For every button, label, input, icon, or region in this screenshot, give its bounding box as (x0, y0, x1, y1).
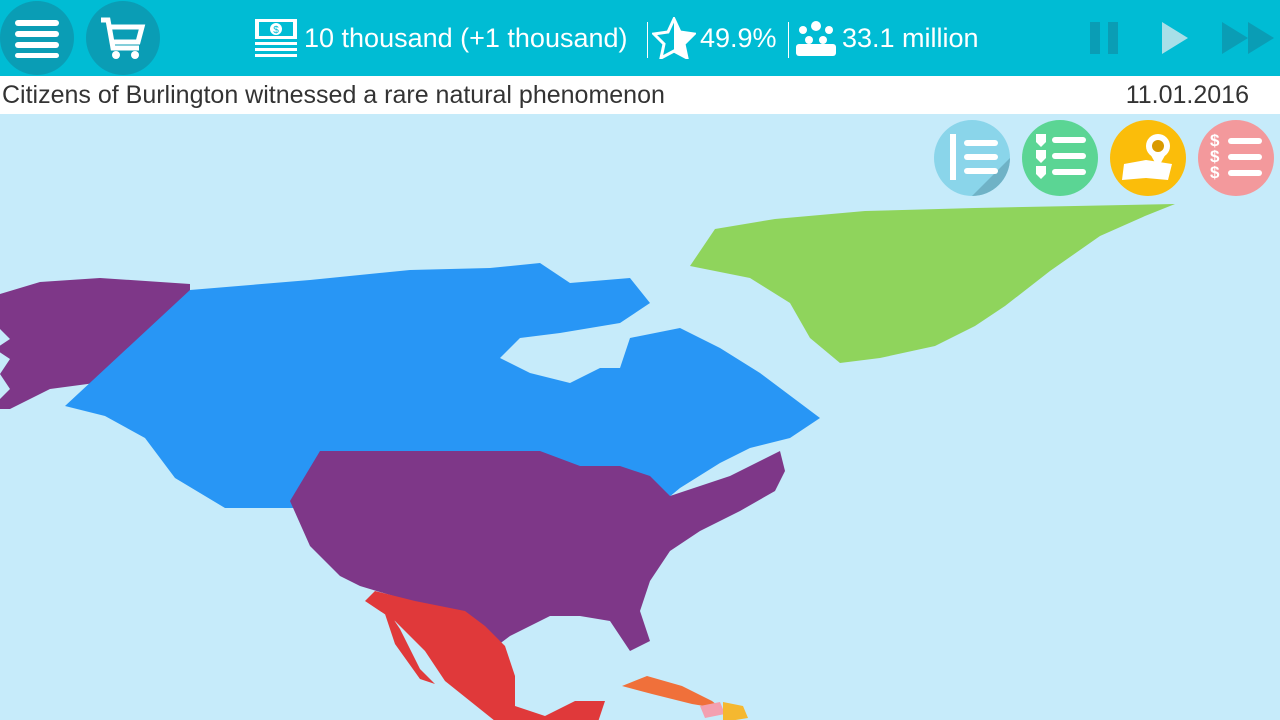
star-icon (652, 17, 696, 59)
rating-stat: 49.9% (652, 0, 777, 76)
menu-icon (15, 20, 59, 58)
divider (788, 22, 789, 58)
flags-list-icon (950, 134, 1010, 196)
shop-button[interactable] (86, 1, 160, 75)
finance-list-button[interactable]: $ $ $ (1198, 120, 1274, 196)
shields-list-button[interactable] (1022, 120, 1098, 196)
dominican-republic[interactable] (723, 702, 748, 720)
shields-list-icon (1036, 134, 1086, 179)
haiti[interactable] (700, 702, 725, 718)
mexico[interactable] (365, 591, 605, 720)
divider (647, 22, 648, 58)
dollar-list-icon: $$$ (1210, 131, 1262, 182)
map-button[interactable] (1110, 120, 1186, 196)
people-icon (796, 21, 836, 56)
top-bar: $ 10 thousand (+1 thousand) 49.9% 33.1 m… (0, 0, 1280, 76)
world-map[interactable] (0, 114, 1280, 720)
pause-icon[interactable] (1090, 20, 1120, 56)
money-value: 10 thousand (+1 thousand) (304, 22, 628, 53)
usa[interactable] (290, 451, 785, 651)
population-value: 33.1 million (842, 22, 979, 53)
map-pin-icon (1122, 134, 1172, 180)
population-stat: 33.1 million (794, 0, 979, 76)
play-icon[interactable] (1160, 20, 1190, 56)
svg-text:$: $ (1210, 163, 1220, 182)
money-icon: $ (255, 19, 297, 57)
flags-list-button[interactable] (934, 120, 1010, 196)
news-ticker[interactable]: Citizens of Burlington witnessed a rare … (0, 76, 1280, 114)
cuba[interactable] (622, 676, 722, 709)
greenland[interactable] (690, 204, 1175, 363)
svg-text:$: $ (273, 25, 279, 36)
news-headline: Citizens of Burlington witnessed a rare … (2, 81, 665, 109)
rating-value: 49.9% (700, 22, 777, 53)
svg-text:$: $ (1210, 131, 1220, 150)
svg-text:$: $ (1210, 147, 1220, 166)
money-stat: $ 10 thousand (+1 thousand) (254, 0, 628, 76)
fast-forward-icon[interactable] (1222, 20, 1276, 56)
menu-button[interactable] (0, 1, 74, 75)
game-date: 11.01.2016 (1125, 81, 1249, 109)
cart-icon (101, 17, 146, 59)
